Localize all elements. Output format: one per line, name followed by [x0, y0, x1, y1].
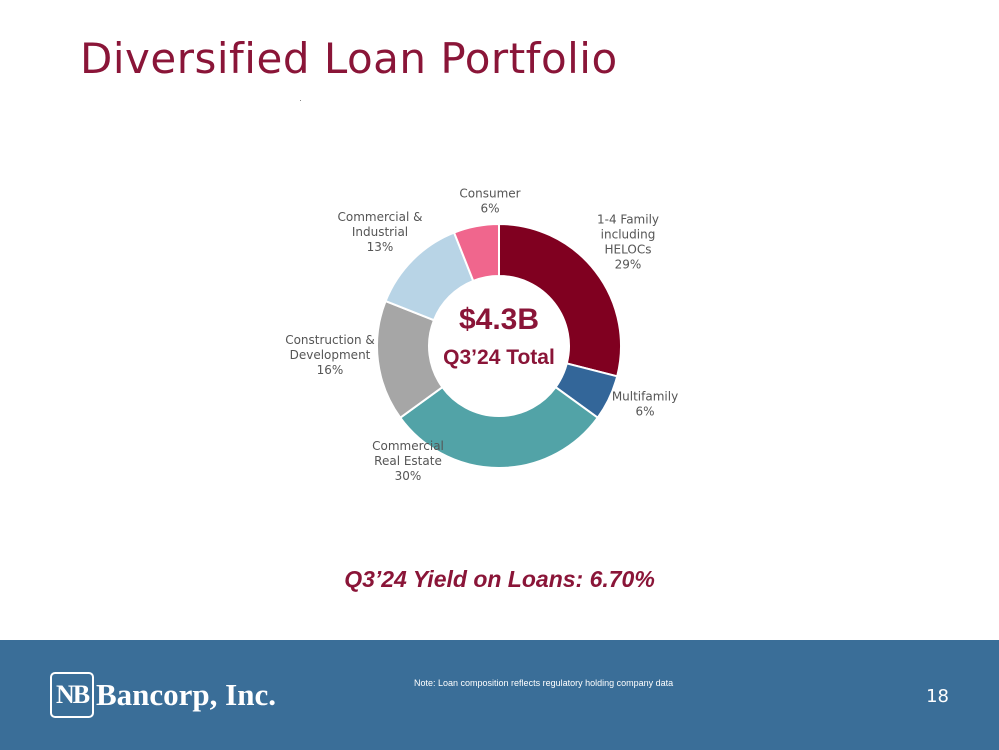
slice-label-5: Consumer 6% [459, 187, 520, 216]
loan-portfolio-donut-chart: 1-4 Family including HELOCs 29% Multifamily 6… [285, 187, 678, 484]
logo-mark: NB [50, 672, 94, 718]
footer-bar: NB Bancorp, Inc. Note: Loan composition … [0, 640, 999, 750]
donut-slice-5 [452, 222, 500, 283]
donut-slice-2 [398, 385, 600, 469]
page-number: 18 [926, 686, 949, 707]
slice-label-2: Commercial Real Estate 30% [372, 439, 444, 483]
loan-yield-callout: Q3’24 Yield on Loans: 6.70% [344, 566, 655, 592]
donut-slice-0 [498, 222, 622, 378]
donut-center-value: $4.3B [459, 303, 539, 336]
slice-label-0: 1-4 Family including HELOCs 29% [597, 213, 659, 272]
slice-label-3: Construction & Development 16% [285, 333, 375, 377]
slice-label-1: Multifamily 6% [612, 390, 678, 419]
donut-center-caption: Q3’24 Total [443, 346, 555, 369]
slide-title: Diversified Loan Portfolio [80, 34, 618, 83]
slice-label-4: Commercial & Industrial 13% [338, 210, 423, 254]
footnote: Note: Loan composition reflects regulato… [414, 678, 674, 688]
logo-text: Bancorp, Inc. [96, 677, 276, 712]
company-logo: NB Bancorp, Inc. [50, 670, 276, 720]
decorative-dot [300, 100, 301, 101]
